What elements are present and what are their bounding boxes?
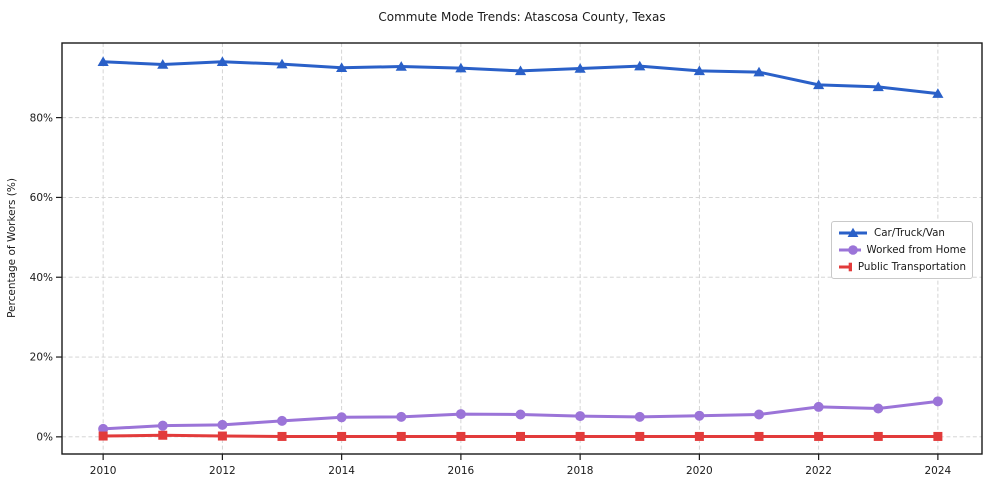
data-point-2013-series-2 (277, 431, 287, 441)
data-point-2011-series-1 (157, 420, 168, 431)
data-point-2014-series-0 (336, 62, 348, 72)
chart-title: Commute Mode Trends: Atascosa County, Te… (378, 10, 666, 24)
data-point-2021-series-2 (754, 431, 764, 441)
legend-sample-marker (848, 262, 852, 271)
x-tick-label-2024: 2024 (925, 465, 952, 477)
data-point-2010-series-1 (98, 423, 109, 434)
data-point-2016-series-1 (455, 409, 466, 420)
legend-sample-marker (848, 245, 858, 255)
data-point-2017-series-2 (516, 431, 526, 441)
legend-item-0: Car/Truck/Van (838, 227, 966, 239)
series-public-transportation (98, 430, 943, 441)
data-point-2015-series-1 (396, 411, 407, 422)
axes-spines (61, 42, 983, 455)
data-point-2020-series-2 (694, 431, 704, 441)
legend-item-2: Public Transportation (838, 261, 966, 273)
data-point-2018-series-2 (575, 431, 585, 441)
x-tick-label-2010: 2010 (90, 465, 117, 477)
legend-sample-marker (847, 228, 859, 238)
data-point-2018-series-1 (575, 411, 586, 422)
legend-item-1: Worked from Home (838, 244, 966, 256)
data-point-2015-series-2 (396, 431, 406, 441)
data-point-2022-series-1 (813, 401, 824, 412)
data-point-2014-series-1 (336, 412, 347, 423)
data-point-2016-series-2 (456, 431, 466, 441)
legend: Car/Truck/Van Worked from Home Public Tran… (831, 221, 973, 279)
x-tick-label-2014: 2014 (328, 465, 355, 477)
legend-label-0: Car/Truck/Van (874, 227, 945, 240)
data-point-2013-series-1 (277, 415, 288, 426)
data-point-2016-series-0 (455, 62, 467, 73)
x-tick-label-2012: 2012 (209, 465, 236, 477)
data-point-2022-series-0 (813, 79, 825, 90)
y-tick-label-80: 80% (30, 112, 53, 124)
x-tick-label-2018: 2018 (567, 465, 594, 477)
legend-marker-triangle-icon (839, 228, 867, 238)
data-point-2021-series-0 (753, 66, 765, 77)
x-tick-label-2016: 2016 (448, 465, 475, 477)
y-tick-label-60: 60% (30, 192, 53, 204)
data-point-2022-series-2 (814, 431, 824, 441)
legend-marker-square-icon (839, 262, 852, 271)
data-point-2012-series-0 (216, 56, 228, 66)
data-point-2013-series-0 (276, 58, 288, 69)
data-point-2010-series-0 (97, 56, 109, 66)
data-point-2010-series-2 (98, 431, 108, 441)
data-point-2018-series-0 (574, 63, 586, 73)
legend-label-1: Worked from Home (866, 243, 967, 256)
data-point-2019-series-0 (634, 60, 646, 71)
data-point-2023-series-1 (873, 403, 884, 414)
data-point-2011-series-0 (157, 59, 169, 69)
data-point-2012-series-1 (217, 419, 228, 430)
data-point-2020-series-1 (694, 410, 705, 421)
y-tick-label-20: 20% (30, 352, 53, 364)
data-point-2023-series-2 (873, 431, 883, 441)
y-tick-label-40: 40% (30, 272, 53, 284)
data-point-2019-series-1 (634, 411, 645, 422)
data-point-2017-series-1 (515, 409, 526, 420)
data-point-2015-series-0 (395, 61, 407, 71)
data-point-2020-series-0 (693, 65, 705, 76)
data-point-2024-series-0 (932, 88, 944, 98)
data-point-2023-series-0 (872, 81, 884, 92)
legend-label-2: Public Transportation (857, 260, 966, 273)
x-tick-label-2022: 2022 (805, 465, 832, 477)
series-worked-from-home (98, 396, 943, 434)
data-point-2012-series-2 (217, 431, 227, 441)
data-point-2017-series-0 (514, 65, 527, 76)
data-point-2014-series-2 (337, 431, 347, 441)
data-point-2011-series-2 (158, 430, 168, 440)
data-point-2021-series-1 (754, 409, 765, 420)
data-point-2024-series-2 (933, 431, 943, 441)
data-point-2024-series-1 (932, 396, 943, 407)
y-tick-label-0: 0% (36, 432, 53, 444)
data-point-2019-series-2 (635, 431, 645, 441)
series-car-truck-van (97, 56, 944, 98)
x-tick-label-2020: 2020 (686, 465, 713, 477)
legend-marker-circle-icon (839, 245, 861, 255)
